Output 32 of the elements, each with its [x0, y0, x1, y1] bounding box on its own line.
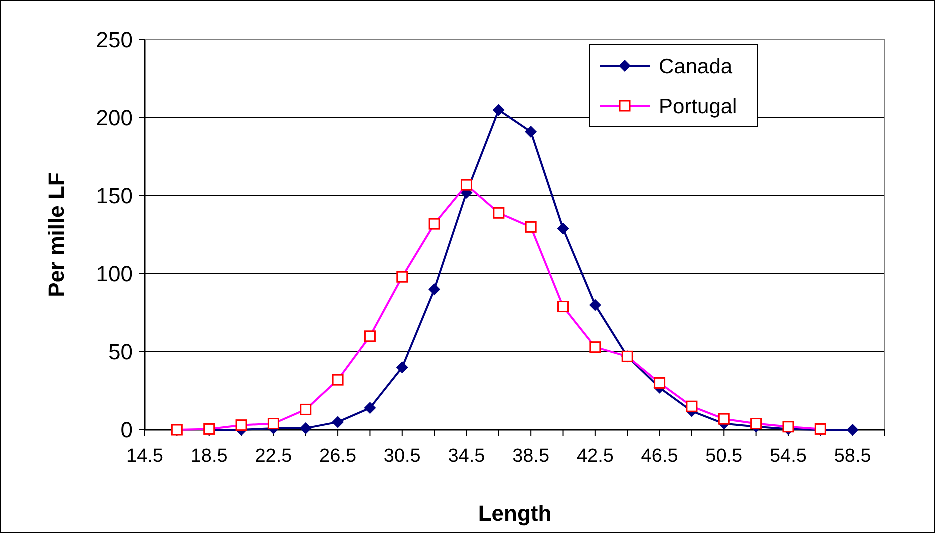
x-tick-label: 42.5 [576, 446, 614, 467]
x-tick-label: 26.5 [320, 446, 357, 467]
point [396, 362, 408, 374]
y-tick-label: 200 [96, 106, 133, 131]
x-tick-label: 18.5 [190, 446, 228, 467]
y-tick-label: 250 [96, 28, 133, 53]
legend-label: Canada [659, 55, 733, 78]
y-axis-title: Per mille LF [44, 172, 69, 298]
point [364, 402, 376, 414]
point [428, 284, 441, 296]
y-tick-label: 100 [96, 262, 133, 287]
point [332, 416, 344, 428]
x-tick-label: 54.5 [770, 446, 807, 467]
y-tick-label: 0 [120, 418, 133, 443]
x-tick-label: 46.5 [641, 446, 678, 467]
x-tick-label: 22.5 [255, 446, 292, 467]
x-tick-label: 14.5 [126, 446, 164, 467]
x-tick-label: 50.5 [706, 446, 743, 467]
x-tick-label: 38.5 [512, 446, 550, 467]
x-tick-label: 34.5 [448, 446, 486, 467]
x-axis-title: Length [478, 501, 552, 526]
legend-label: Portugal [659, 95, 738, 118]
point [557, 222, 570, 235]
y-tick-label: 150 [96, 184, 133, 209]
point [525, 126, 538, 138]
point [300, 422, 312, 434]
x-tick-label: 30.5 [384, 446, 421, 467]
point [492, 104, 505, 116]
x-tick-label: 58.5 [834, 446, 872, 467]
point [589, 299, 602, 312]
y-tick-label: 50 [108, 340, 133, 365]
point [846, 424, 859, 436]
